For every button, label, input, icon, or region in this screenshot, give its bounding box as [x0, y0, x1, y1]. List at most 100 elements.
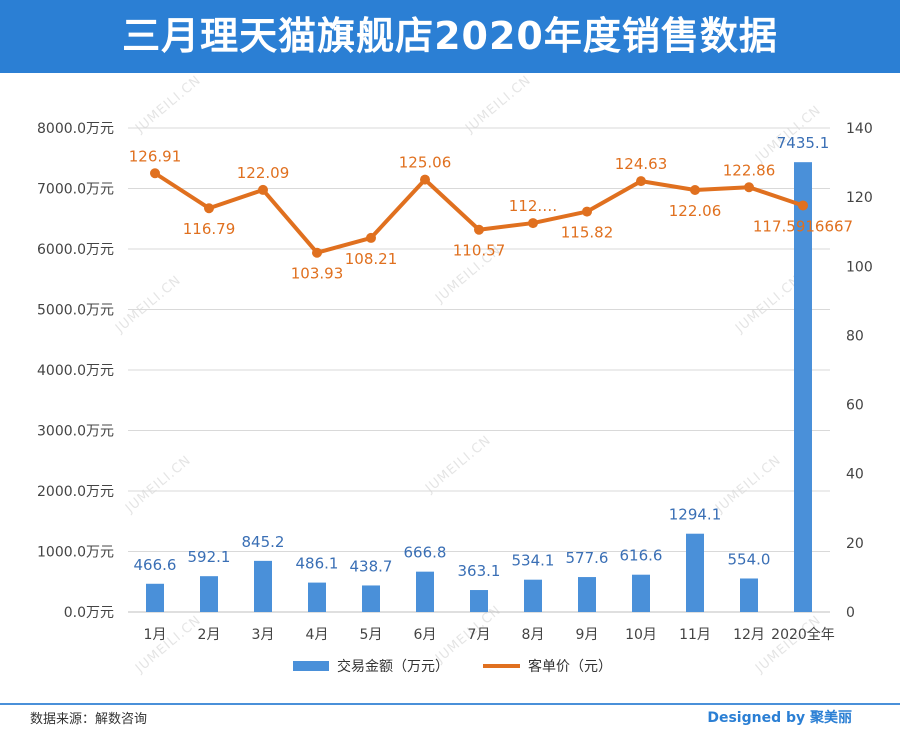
- watermark-text: JUMEILI.CN: [752, 613, 824, 677]
- line-point: [528, 218, 538, 229]
- bar: [632, 574, 650, 612]
- bar: [146, 583, 164, 612]
- bar: [740, 578, 758, 612]
- combo-chart: JUMEILI.CN JUMEILI.CN JUMEILI.CN JUMEILI.CN…: [37, 73, 873, 677]
- bar: [416, 571, 434, 612]
- line-value-label: 122.86: [723, 161, 776, 179]
- bar-value-label: 1294.1: [669, 506, 722, 524]
- line-point: [690, 185, 700, 196]
- watermark-text: JUMEILI.CN: [462, 73, 534, 137]
- x-tick-label: 3月: [252, 627, 275, 643]
- bar-value-label: 466.6: [134, 556, 177, 574]
- line-value-label: 115.82: [561, 224, 614, 242]
- bar-value-label: 592.1: [188, 548, 231, 566]
- line-point: [258, 184, 268, 195]
- watermark-text: JUMEILI.CN: [132, 73, 204, 137]
- line-point: [204, 203, 214, 214]
- labels-layer: 466.6 592.1 845.2 486.1 438.7 666.8 363.1 534.1…: [129, 134, 853, 580]
- y-right-tick-label: 60: [846, 398, 864, 414]
- line-point: [312, 247, 322, 258]
- designed-by: Designed by 聚美丽: [707, 710, 852, 726]
- bar: [578, 577, 596, 612]
- line-value-label: 124.63: [615, 155, 668, 173]
- y-left-tick-label: 5000.0万元: [37, 303, 114, 319]
- line-value-label: 103.93: [291, 265, 344, 283]
- bars-layer: [146, 162, 812, 612]
- bar-value-label: 616.6: [620, 547, 663, 565]
- line-point: [582, 206, 592, 217]
- x-tick-label: 2月: [198, 627, 221, 643]
- bar: [308, 582, 326, 612]
- bar-value-label: 577.6: [566, 549, 609, 567]
- line-point: [366, 232, 376, 243]
- y-left-tick-label: 1000.0万元: [37, 545, 114, 561]
- watermark-text: JUMEILI.CN: [712, 453, 784, 517]
- x-tick-label: 9月: [576, 627, 599, 643]
- line-point: [474, 224, 484, 235]
- x-tick-label: 6月: [414, 627, 437, 643]
- bar: [254, 560, 272, 612]
- axis-layer: 0.0万元 1000.0万元 2000.0万元 3000.0万元 4000.0万元 500…: [37, 121, 873, 643]
- bar-value-label: 438.7: [350, 557, 393, 575]
- bar-value-label: 845.2: [242, 533, 285, 551]
- x-tick-label: 7月: [468, 627, 491, 643]
- x-tick-label: 2020全年: [771, 626, 835, 643]
- y-right-tick-label: 80: [846, 328, 864, 344]
- title-bar: [0, 0, 900, 73]
- line-value-label: 125.06: [399, 154, 452, 172]
- y-left-tick-label: 7000.0万元: [37, 182, 114, 198]
- watermark-layer: JUMEILI.CN JUMEILI.CN JUMEILI.CN JUMEILI.CN…: [112, 73, 824, 677]
- bar-value-label: 486.1: [296, 555, 339, 573]
- y-right-tick-label: 40: [846, 467, 864, 483]
- bar: [524, 579, 542, 612]
- bar: [362, 585, 380, 612]
- bar-value-label: 666.8: [404, 544, 447, 562]
- footer-divider: [0, 703, 900, 705]
- line-layer: [150, 168, 808, 258]
- x-tick-label: 8月: [522, 627, 545, 643]
- watermark-text: JUMEILI.CN: [122, 453, 194, 517]
- legend: 交易金额（万元） 客单价（元）: [293, 658, 612, 675]
- bar: [200, 576, 218, 612]
- y-right-tick-label: 0: [846, 605, 855, 621]
- data-source: 数据来源：解数咨询: [30, 712, 148, 727]
- line-value-label: 112.…: [509, 197, 557, 215]
- bar-value-label: 534.1: [512, 552, 555, 570]
- line-value-label: 108.21: [345, 250, 398, 268]
- line-point: [636, 176, 646, 187]
- x-tick-label: 4月: [306, 627, 329, 643]
- x-tick-label: 12月: [733, 627, 765, 643]
- bar: [686, 533, 704, 612]
- y-left-tick-label: 3000.0万元: [37, 424, 114, 440]
- y-right-tick-label: 120: [846, 190, 873, 206]
- y-left-tick-label: 4000.0万元: [37, 363, 114, 379]
- bar-value-label: 7435.1: [777, 134, 830, 152]
- watermark-text: JUMEILI.CN: [112, 273, 184, 337]
- line-point: [420, 174, 430, 185]
- bar: [794, 162, 812, 612]
- y-left-tick-label: 6000.0万元: [37, 242, 114, 258]
- line-value-label: 116.79: [183, 220, 236, 238]
- y-right-tick-label: 20: [846, 536, 864, 552]
- legend-bar-label: 交易金额（万元）: [337, 658, 449, 675]
- y-left-tick-label: 2000.0万元: [37, 484, 114, 500]
- line-value-label: 126.91: [129, 147, 182, 165]
- y-left-tick-label: 8000.0万元: [37, 121, 114, 137]
- watermark-text: JUMEILI.CN: [732, 273, 804, 337]
- line-point: [150, 168, 160, 179]
- page-title: 三月理天猫旗舰店2020年度销售数据: [122, 14, 778, 58]
- line-value-label: 122.09: [237, 164, 290, 182]
- legend-line-label: 客单价（元）: [528, 658, 612, 675]
- y-left-tick-label: 0.0万元: [64, 605, 114, 621]
- x-tick-label: 10月: [625, 627, 657, 643]
- bar: [470, 590, 488, 612]
- x-tick-label: 1月: [144, 627, 167, 643]
- y-right-tick-label: 100: [846, 259, 873, 275]
- bar-value-label: 363.1: [458, 562, 501, 580]
- legend-bar-swatch: [293, 661, 329, 671]
- watermark-text: JUMEILI.CN: [132, 613, 204, 677]
- y-right-tick-label: 140: [846, 121, 873, 137]
- bar-value-label: 554.0: [728, 550, 771, 568]
- line-point: [798, 200, 808, 211]
- watermark-text: JUMEILI.CN: [422, 433, 494, 497]
